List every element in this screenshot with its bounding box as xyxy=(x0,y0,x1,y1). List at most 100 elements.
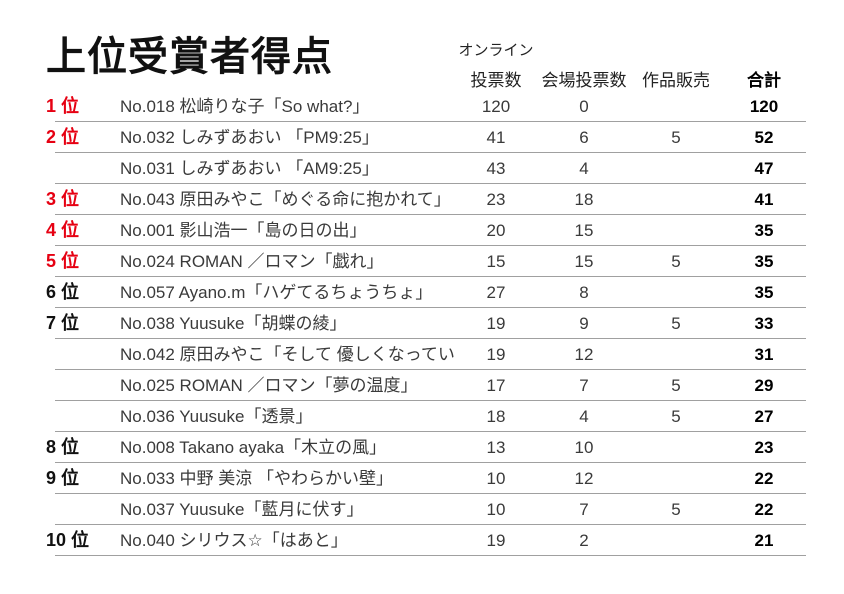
rank-cell: 3 位 xyxy=(46,189,80,209)
venue-votes-cell: 10 xyxy=(574,438,594,457)
entry-cell: No.037 Yuusuke「藍月に伏す」 xyxy=(120,500,364,519)
entry-cell: No.033 中野 美涼 「やわらかい壁」 xyxy=(120,469,393,488)
entry-cell: No.008 Takano ayaka「木立の風」 xyxy=(120,438,387,457)
online-votes-cell: 19 xyxy=(486,345,506,364)
table-row: No.037 Yuusuke「藍月に伏す」 10 7 5 22 xyxy=(46,494,806,525)
rank-cell xyxy=(46,401,120,432)
venue-votes-cell: 15 xyxy=(574,252,594,271)
rank-cell: 10 位 xyxy=(46,530,90,550)
venue-votes-cell: 15 xyxy=(574,221,594,240)
page-title: 上位受賞者得点 xyxy=(46,35,333,79)
entry-cell: No.038 Yuusuke「胡蝶の綾」 xyxy=(120,314,347,333)
sales-cell xyxy=(630,432,722,463)
table-row: No.036 Yuusuke「透景」 18 4 5 27 xyxy=(46,401,806,432)
venue-votes-cell: 4 xyxy=(579,159,589,178)
online-votes-cell: 27 xyxy=(486,283,506,302)
rank-cell: 8 位 xyxy=(46,437,80,457)
online-votes-cell: 15 xyxy=(486,252,506,271)
venue-votes-cell: 18 xyxy=(574,190,594,209)
total-cell: 21 xyxy=(754,531,774,550)
online-votes-cell: 10 xyxy=(486,500,506,519)
venue-votes-cell: 6 xyxy=(579,128,589,147)
score-table: オンライン 投票数 会場投票数 作品販売 合計 1 位 No.018 松崎りな子… xyxy=(46,33,806,556)
entry-cell: No.001 影山浩一「島の日の出」 xyxy=(120,221,367,240)
online-votes-cell: 20 xyxy=(486,221,506,240)
sales-cell xyxy=(630,339,722,370)
rank-cell: 6 位 xyxy=(46,282,80,302)
entry-cell: No.036 Yuusuke「透景」 xyxy=(120,407,313,426)
sales-cell: 5 xyxy=(671,252,681,271)
sales-cell xyxy=(630,215,722,246)
header-sales: 作品販売 xyxy=(642,71,710,91)
rank-cell: 1 位 xyxy=(46,96,80,116)
table-row: No.025 ROMAN ／ロマン「夢の温度」 17 7 5 29 xyxy=(46,370,806,401)
table-row: 6 位 No.057 Ayano.m「ハゲてるちょうちょ」 27 8 35 xyxy=(46,277,806,308)
rank-cell: 5 位 xyxy=(46,251,80,271)
entry-cell: No.057 Ayano.m「ハゲてるちょうちょ」 xyxy=(120,283,433,302)
venue-votes-cell: 0 xyxy=(579,97,589,116)
rank-cell xyxy=(46,370,120,401)
rank-cell xyxy=(46,494,120,525)
entry-cell: No.042 原田みやこ「そして 優しくなっていく」 xyxy=(120,345,454,364)
entry-cell: No.043 原田みやこ「めぐる命に抱かれて」 xyxy=(120,190,451,209)
table-header: オンライン 投票数 会場投票数 作品販売 合計 xyxy=(46,33,806,91)
table-row: No.042 原田みやこ「そして 優しくなっていく」 19 12 31 xyxy=(46,339,806,370)
rank-cell xyxy=(46,339,120,370)
table-body: 1 位 No.018 松崎りな子「So what?」 120 0 120 2 位… xyxy=(46,91,806,556)
venue-votes-cell: 12 xyxy=(574,469,594,488)
sales-cell xyxy=(630,153,722,184)
sales-cell xyxy=(630,463,722,494)
header-online-votes-line2: 投票数 xyxy=(470,71,522,91)
table-row: 2 位 No.032 しみずあおい 「PM9:25」 41 6 5 52 xyxy=(46,122,806,153)
total-cell: 41 xyxy=(754,190,774,209)
venue-votes-cell: 12 xyxy=(574,345,594,364)
total-cell: 22 xyxy=(754,469,774,488)
total-cell: 35 xyxy=(754,283,774,302)
total-cell: 33 xyxy=(754,314,774,333)
rank-cell xyxy=(46,153,120,184)
total-cell: 52 xyxy=(754,128,774,147)
total-cell: 31 xyxy=(754,345,774,364)
online-votes-cell: 41 xyxy=(486,128,506,147)
table-row: 10 位 No.040 シリウス☆「はあと」 19 2 21 xyxy=(46,525,806,556)
total-cell: 35 xyxy=(754,252,774,271)
total-cell: 29 xyxy=(754,376,774,395)
table-row: 8 位 No.008 Takano ayaka「木立の風」 13 10 23 xyxy=(46,432,806,463)
total-cell: 27 xyxy=(754,407,774,426)
table-row: 5 位 No.024 ROMAN ／ロマン「戯れ」 15 15 5 35 xyxy=(46,246,806,277)
rank-cell: 2 位 xyxy=(46,127,80,147)
entry-cell: No.031 しみずあおい 「AM9:25」 xyxy=(120,159,379,178)
entry-cell: No.018 松崎りな子「So what?」 xyxy=(120,97,370,116)
sales-cell xyxy=(630,184,722,215)
total-cell: 47 xyxy=(754,159,774,178)
table-row: 4 位 No.001 影山浩一「島の日の出」 20 15 35 xyxy=(46,215,806,246)
sales-cell: 5 xyxy=(671,376,681,395)
sales-cell: 5 xyxy=(671,500,681,519)
venue-votes-cell: 8 xyxy=(579,283,589,302)
sales-cell xyxy=(630,277,722,308)
sales-cell: 5 xyxy=(671,314,681,333)
sales-cell xyxy=(630,91,722,122)
online-votes-cell: 23 xyxy=(486,190,506,209)
table-row: No.031 しみずあおい 「AM9:25」 43 4 47 xyxy=(46,153,806,184)
sales-cell: 5 xyxy=(671,407,681,426)
header-venue-votes: 会場投票数 xyxy=(541,71,627,91)
rank-cell: 9 位 xyxy=(46,468,80,488)
venue-votes-cell: 4 xyxy=(579,407,589,426)
header-online-votes-line1: オンライン xyxy=(458,42,534,60)
online-votes-cell: 19 xyxy=(486,314,506,333)
entry-cell: No.025 ROMAN ／ロマン「夢の温度」 xyxy=(120,376,418,395)
entry-cell: No.040 シリウス☆「はあと」 xyxy=(120,531,348,550)
table-row: 7 位 No.038 Yuusuke「胡蝶の綾」 19 9 5 33 xyxy=(46,308,806,339)
header-online-votes: オンライン 投票数 xyxy=(454,42,538,91)
entry-cell: No.024 ROMAN ／ロマン「戯れ」 xyxy=(120,252,384,271)
venue-votes-cell: 7 xyxy=(579,376,589,395)
table-row: 9 位 No.033 中野 美涼 「やわらかい壁」 10 12 22 xyxy=(46,463,806,494)
online-votes-cell: 19 xyxy=(486,531,506,550)
total-cell: 23 xyxy=(754,438,774,457)
venue-votes-cell: 7 xyxy=(579,500,589,519)
online-votes-cell: 17 xyxy=(486,376,506,395)
table-row: 1 位 No.018 松崎りな子「So what?」 120 0 120 xyxy=(46,91,806,122)
online-votes-cell: 43 xyxy=(486,159,506,178)
